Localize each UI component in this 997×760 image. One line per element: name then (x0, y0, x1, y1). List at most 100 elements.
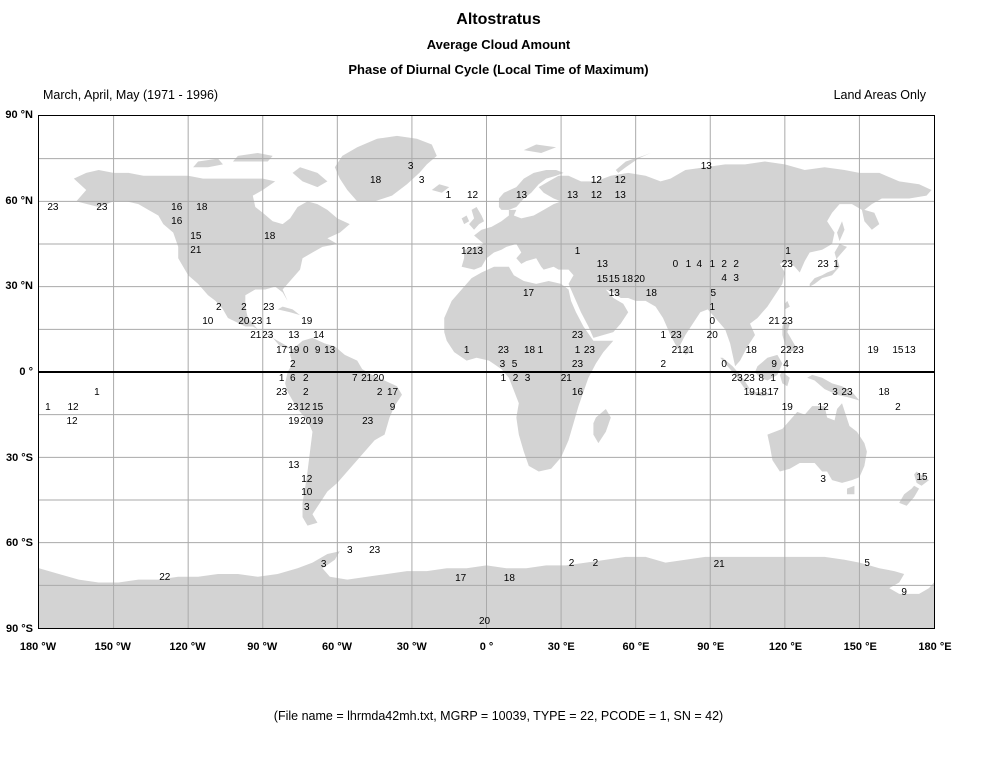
map-plot: 3 13 18 3 12 12 1 12 13 13 12 13 23 23 16 18 16 15 18 21 12 1… (38, 115, 935, 629)
data-point: 1 (574, 245, 581, 257)
data-point: 15 (608, 274, 620, 286)
data-point: 18 (621, 274, 634, 286)
data-point: 18 (878, 387, 890, 399)
data-point: 1 (709, 259, 716, 271)
x-tick-label: 180 °E (918, 641, 952, 653)
data-points-layer: 3 13 18 3 12 12 1 12 13 13 12 13 23 23 16 18 16 15 18 21 12 1… (39, 116, 934, 628)
data-point: 13 (596, 259, 608, 271)
latitude-axis: 90 °N 60 °N 30 °N 0 ° 30 °S 60 °S 90 °S (0, 109, 33, 635)
x-tick-label: 30 °W (396, 641, 427, 653)
data-point: 3 (820, 474, 826, 486)
x-tick-label: 90 °W (247, 641, 278, 653)
data-point: 18 (755, 387, 767, 399)
landmass-ireland (461, 215, 470, 225)
subtitle-diurnal-phase: Phase of Diurnal Cycle (Local Time of Ma… (348, 62, 649, 77)
longitude-axis: 180 °W 150 °W 120 °W 90 °W 60 °W 30 °W 0 ° 30 °… (20, 641, 952, 657)
data-point: 10 (301, 486, 313, 498)
data-point: 9 (771, 358, 777, 370)
data-point: 19 (867, 344, 879, 356)
data-point: 12 (590, 189, 602, 201)
data-point: 21 (671, 344, 683, 356)
data-point: 1 (709, 302, 716, 313)
data-point: 2 (568, 558, 575, 569)
data-point: 17 (276, 344, 288, 356)
file-info-footer: (File name = lhrmda42mh.txt, MGRP = 1003… (273, 709, 724, 723)
data-point: 15 (312, 402, 324, 414)
data-point: 19 (781, 402, 793, 414)
landmass-cuba (277, 306, 301, 316)
data-point: 23 (96, 201, 108, 213)
data-point: 13 (324, 344, 336, 356)
data-point: 2 (512, 373, 519, 385)
data-point: 12 (614, 175, 626, 187)
data-point: 2 (302, 387, 309, 399)
data-point: 13 (614, 189, 626, 201)
data-point: 20 (373, 373, 385, 385)
data-point: 21 (768, 315, 780, 327)
world-map (39, 116, 934, 628)
data-point: 23 (817, 259, 829, 271)
data-point: 1 (785, 245, 791, 257)
data-point: 1 (770, 373, 776, 385)
data-point: 23 (781, 259, 793, 271)
data-point: 13 (904, 344, 916, 356)
data-point: 3 (733, 272, 739, 284)
data-point: 15 (190, 230, 202, 242)
data-point: 20 (478, 616, 491, 628)
data-point: 7 (351, 373, 358, 385)
y-tick-label: 60 °N (5, 194, 33, 207)
data-point: 1 (45, 402, 51, 414)
data-point: 13 (288, 459, 300, 471)
data-point: 1 (265, 315, 272, 327)
data-point: 2 (290, 358, 296, 370)
data-point: 20 (706, 329, 718, 341)
data-point: 23 (47, 201, 59, 213)
data-point: 12 (461, 245, 473, 257)
data-point: 21 (190, 245, 202, 257)
landmass-scandinavia (498, 170, 564, 210)
data-point: 9 (389, 402, 396, 414)
data-point: 4 (721, 272, 727, 284)
data-point: 23 (369, 544, 381, 556)
data-point: 20 (300, 416, 312, 428)
landmass-britain (469, 207, 485, 230)
data-point: 5 (511, 358, 518, 370)
data-point: 6 (290, 373, 296, 385)
y-tick-label: 30 °S (5, 451, 33, 464)
data-point: 23 (781, 315, 793, 327)
data-point: 2 (376, 387, 383, 399)
data-point: 12 (66, 416, 78, 428)
data-point: 23 (287, 402, 299, 414)
data-point: 3 (832, 387, 838, 399)
data-point: 12 (67, 402, 79, 414)
subtitle-cloud-amount: Average Cloud Amount (426, 37, 571, 52)
data-point: 13 (515, 189, 528, 201)
data-point: 23 (583, 344, 595, 356)
x-tick-label: 150 °E (843, 641, 877, 653)
data-point: 23 (670, 329, 682, 341)
data-point: 3 (303, 501, 310, 513)
data-point: 2 (660, 358, 667, 370)
data-point: 3 (524, 373, 531, 385)
data-point: 22 (780, 344, 792, 356)
landmass-eurasia (461, 161, 932, 367)
data-point: 2 (215, 302, 222, 313)
data-point: 1 (685, 259, 692, 271)
data-point: 12 (467, 189, 479, 201)
data-point: 12 (817, 402, 829, 414)
data-point: 3 (346, 544, 353, 556)
data-point: 23 (497, 344, 509, 356)
season-period-label: March, April, May (1971 - 1996) (43, 88, 219, 102)
data-point: 4 (783, 358, 789, 370)
x-tick-label: 30 °E (547, 641, 575, 653)
x-tick-label: 0 ° (479, 641, 494, 653)
data-point: 1 (278, 373, 285, 385)
landmass-tasmania (846, 485, 855, 495)
data-point: 0 (672, 259, 679, 271)
data-point: 19 (301, 315, 313, 327)
landmass-new-guinea (807, 374, 860, 401)
landmass-sri-lanka (682, 346, 691, 355)
data-point: 3 (407, 160, 414, 172)
data-point: 13 (288, 329, 300, 341)
data-point: 12 (299, 402, 311, 414)
